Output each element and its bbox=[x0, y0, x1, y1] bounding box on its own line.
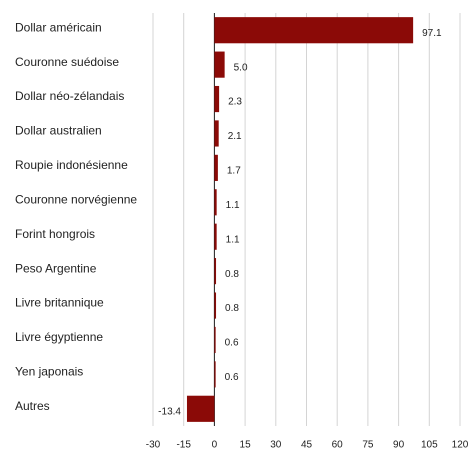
bar bbox=[214, 326, 216, 354]
bar bbox=[214, 258, 217, 285]
category-label: Yen japonais bbox=[15, 365, 83, 379]
category-label: Couronne norvégienne bbox=[15, 192, 137, 206]
x-tick-label: 30 bbox=[270, 440, 282, 450]
category-label: Dollar américain bbox=[15, 20, 102, 34]
value-label: 1.7 bbox=[227, 166, 241, 177]
category-label: Peso Argentine bbox=[15, 261, 97, 275]
x-tick-label: -15 bbox=[176, 440, 191, 450]
bar bbox=[214, 120, 219, 147]
x-tick-label: 15 bbox=[240, 440, 252, 450]
value-label: 1.1 bbox=[226, 234, 240, 245]
value-label: 5.0 bbox=[234, 62, 248, 73]
category-label: Forint hongrois bbox=[15, 227, 95, 241]
x-tick-label: -30 bbox=[146, 440, 161, 450]
x-tick-label: 90 bbox=[393, 440, 405, 450]
category-label: Autres bbox=[15, 399, 50, 413]
value-label: 1.1 bbox=[226, 200, 240, 211]
category-label: Couronne suédoise bbox=[15, 55, 119, 69]
x-tick-label: 60 bbox=[332, 440, 344, 450]
bar bbox=[214, 292, 217, 319]
category-label: Roupie indonésienne bbox=[15, 158, 128, 172]
category-label: Dollar australien bbox=[15, 124, 102, 138]
value-label: 0.8 bbox=[225, 269, 239, 280]
value-label: 0.6 bbox=[225, 338, 239, 349]
x-tick-label: 120 bbox=[452, 440, 469, 450]
bar bbox=[214, 85, 220, 113]
value-label: -13.4 bbox=[158, 406, 181, 417]
value-label: 0.8 bbox=[225, 303, 239, 314]
bar bbox=[214, 17, 414, 44]
value-label: 2.3 bbox=[228, 97, 242, 108]
bar bbox=[214, 51, 225, 78]
x-tick-label: 105 bbox=[421, 440, 438, 450]
category-label: Dollar néo-zélandais bbox=[15, 89, 124, 103]
x-tick-label: 0 bbox=[212, 440, 218, 450]
x-tick-label: 45 bbox=[301, 440, 313, 450]
value-label: 0.6 bbox=[225, 372, 239, 383]
x-tick-label: 75 bbox=[362, 440, 374, 450]
bar bbox=[186, 395, 215, 422]
category-label: Livre égyptienne bbox=[15, 330, 103, 344]
bar bbox=[214, 154, 218, 181]
value-label: 97.1 bbox=[422, 28, 442, 39]
bar bbox=[214, 223, 217, 250]
category-label: Livre britannique bbox=[15, 296, 104, 310]
value-label: 2.1 bbox=[228, 131, 242, 142]
bar bbox=[214, 189, 217, 216]
bar bbox=[214, 361, 216, 388]
